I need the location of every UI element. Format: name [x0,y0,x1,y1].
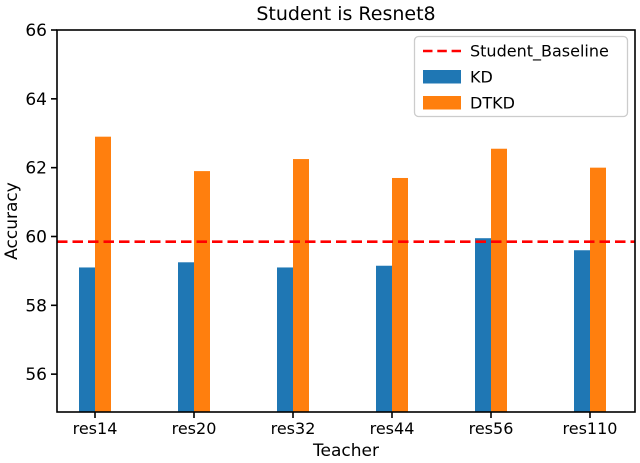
plot-area: 56 58 60 62 64 66 res14 res20 res32 res44 res56 res… [25,21,636,438]
x-tick-label-res56: res56 [469,419,514,438]
bar-dtkd-res32 [293,159,309,412]
y-tick-label: 60 [25,227,47,247]
x-tick-label-res20: res20 [172,419,217,438]
bar-dtkd-res44 [392,177,408,412]
bar-dtkd-res20 [194,171,210,412]
legend: Student_Baseline KD DTKD [413,35,629,118]
legend-kd-swatch [423,70,461,84]
x-axis-label: Teacher [312,441,379,461]
bar-dtkd-res14 [95,136,111,412]
plot-frame [56,29,636,413]
y-tick-label: 56 [25,365,47,385]
y-tick-label: 66 [25,21,47,41]
bar-kd-res110 [574,250,590,412]
legend-label-kd: KD [470,68,493,87]
x-tick-label-res44: res44 [370,419,415,438]
bar-kd-res20 [178,262,194,412]
x-tick-label-res32: res32 [271,419,316,438]
y-tick-label: 58 [25,296,47,316]
y-tick-label: 62 [25,159,47,179]
chart-title: Student is Resnet8 [256,3,435,25]
legend-dtkd-swatch [423,96,461,110]
bar-kd-res32 [277,267,293,412]
bar-dtkd-res56 [491,148,507,412]
legend-label-dtkd: DTKD [470,94,515,113]
bar-dtkd-res110 [590,167,606,412]
y-tick-label: 64 [25,90,47,110]
x-tick-label-res110: res110 [563,419,618,438]
x-tick-label-res14: res14 [73,419,118,438]
bar-kd-res56 [475,238,491,412]
bar-kd-res14 [79,267,95,412]
legend-box [413,35,629,118]
bar-kd-res44 [376,265,392,412]
y-axis-label: Accuracy [2,182,22,260]
legend-label-baseline: Student_Baseline [470,42,609,62]
